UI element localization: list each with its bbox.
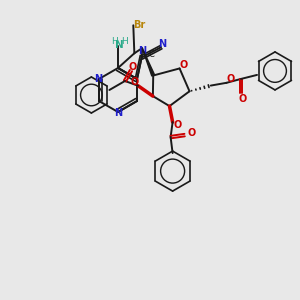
Text: N: N (114, 108, 122, 118)
Text: H: H (111, 37, 117, 46)
Text: O: O (129, 61, 137, 72)
Text: Br: Br (133, 20, 145, 30)
Text: N: N (94, 74, 102, 84)
Text: O: O (173, 120, 182, 130)
Text: C: C (148, 50, 154, 59)
Text: O: O (239, 94, 247, 104)
Text: N: N (138, 46, 146, 56)
Text: O: O (188, 128, 196, 138)
Text: O: O (179, 60, 188, 70)
Text: O: O (131, 77, 139, 87)
Polygon shape (142, 48, 154, 76)
Text: N: N (115, 40, 123, 50)
Text: H: H (121, 37, 128, 46)
Text: O: O (226, 74, 235, 84)
Text: N: N (158, 39, 166, 49)
